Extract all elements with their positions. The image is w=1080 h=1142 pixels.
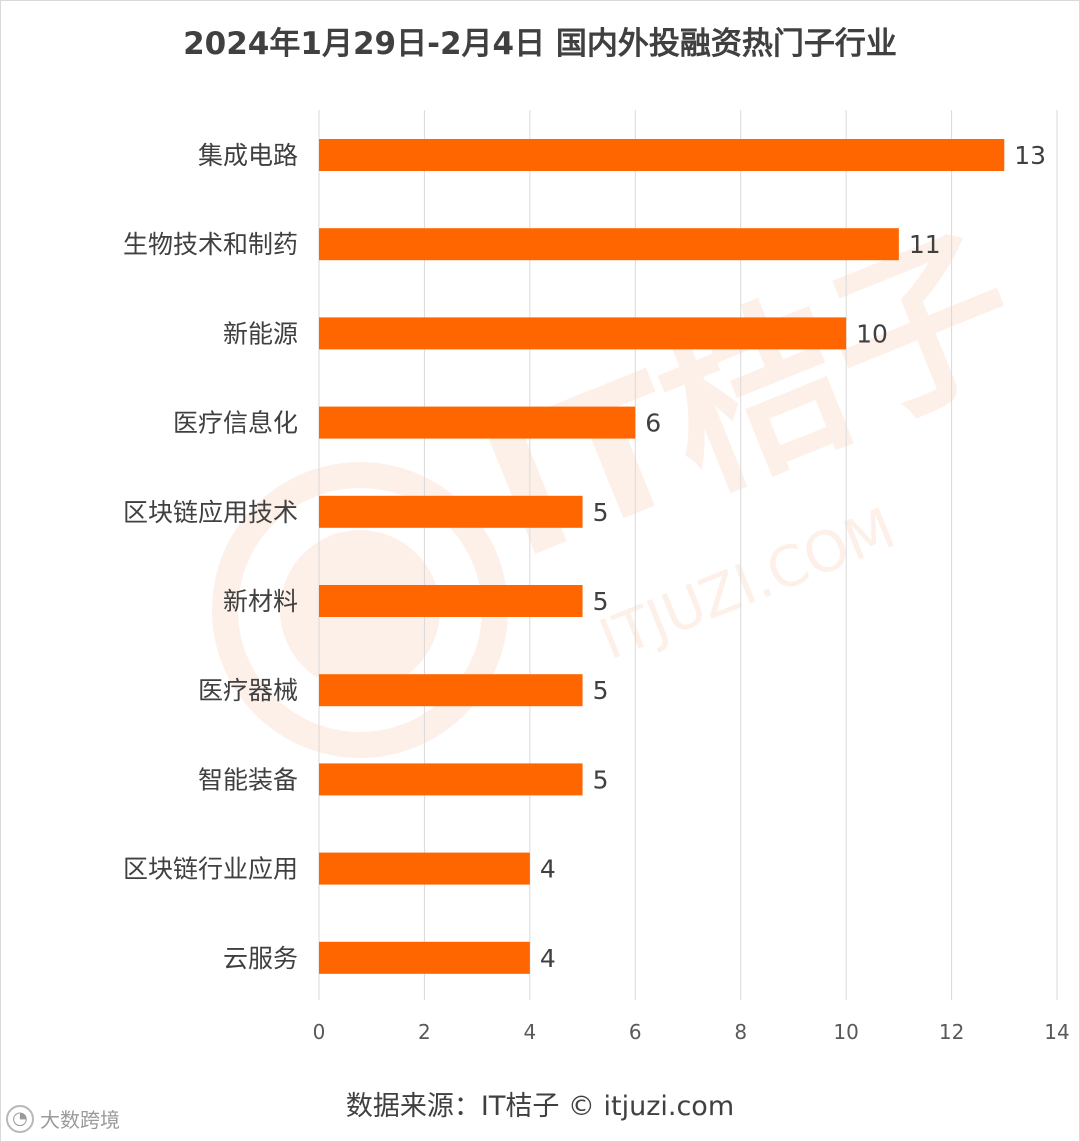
x-tick-label: 6 xyxy=(629,1020,642,1044)
bar xyxy=(319,763,583,796)
category-label: 集成电路 xyxy=(198,141,298,170)
x-tick-label: 10 xyxy=(833,1020,858,1044)
bar xyxy=(319,406,636,439)
data-label: 11 xyxy=(909,230,941,259)
data-label: 13 xyxy=(1014,141,1046,170)
bar xyxy=(319,317,847,350)
bar xyxy=(319,941,530,974)
category-label: 区块链行业应用 xyxy=(123,855,298,884)
data-label: 4 xyxy=(540,944,556,973)
bar xyxy=(319,585,583,617)
chart-title: 2024年1月29日-2月4日 国内外投融资热门子行业 xyxy=(183,26,897,62)
data-label: 6 xyxy=(645,409,661,438)
data-label: 4 xyxy=(540,855,556,884)
x-tick-label: 0 xyxy=(313,1020,326,1044)
x-tick-label: 8 xyxy=(734,1020,747,1044)
data-label: 10 xyxy=(856,319,888,348)
x-tick-label: 4 xyxy=(523,1020,536,1044)
bar xyxy=(319,852,530,885)
data-label: 5 xyxy=(593,765,609,794)
category-label: 区块链应用技术 xyxy=(123,498,298,527)
category-label: 智能装备 xyxy=(198,765,298,794)
category-label: 新能源 xyxy=(223,319,298,348)
watermark-logo-icon: ◔ xyxy=(6,1104,34,1133)
category-label: 医疗信息化 xyxy=(173,409,298,438)
bar xyxy=(319,228,899,261)
data-label: 5 xyxy=(593,498,609,527)
corner-watermark: ◔ 大数跨境 xyxy=(6,1104,120,1133)
data-label: 5 xyxy=(593,587,609,616)
corner-watermark-text: 大数跨境 xyxy=(40,1108,120,1132)
category-label: 生物技术和制药 xyxy=(123,230,298,259)
x-tick-label: 14 xyxy=(1044,1020,1069,1044)
data-label: 5 xyxy=(593,676,609,705)
x-tick-label: 2 xyxy=(418,1020,431,1044)
category-label: 新材料 xyxy=(223,587,298,616)
source-note: 数据来源：IT桔子 © itjuzi.com xyxy=(345,1091,735,1122)
x-tick-label: 12 xyxy=(939,1020,964,1044)
bar xyxy=(319,139,1005,171)
category-label: 云服务 xyxy=(223,944,298,973)
bar xyxy=(319,495,583,528)
category-label: 医疗器械 xyxy=(198,676,298,705)
bar xyxy=(319,674,583,707)
